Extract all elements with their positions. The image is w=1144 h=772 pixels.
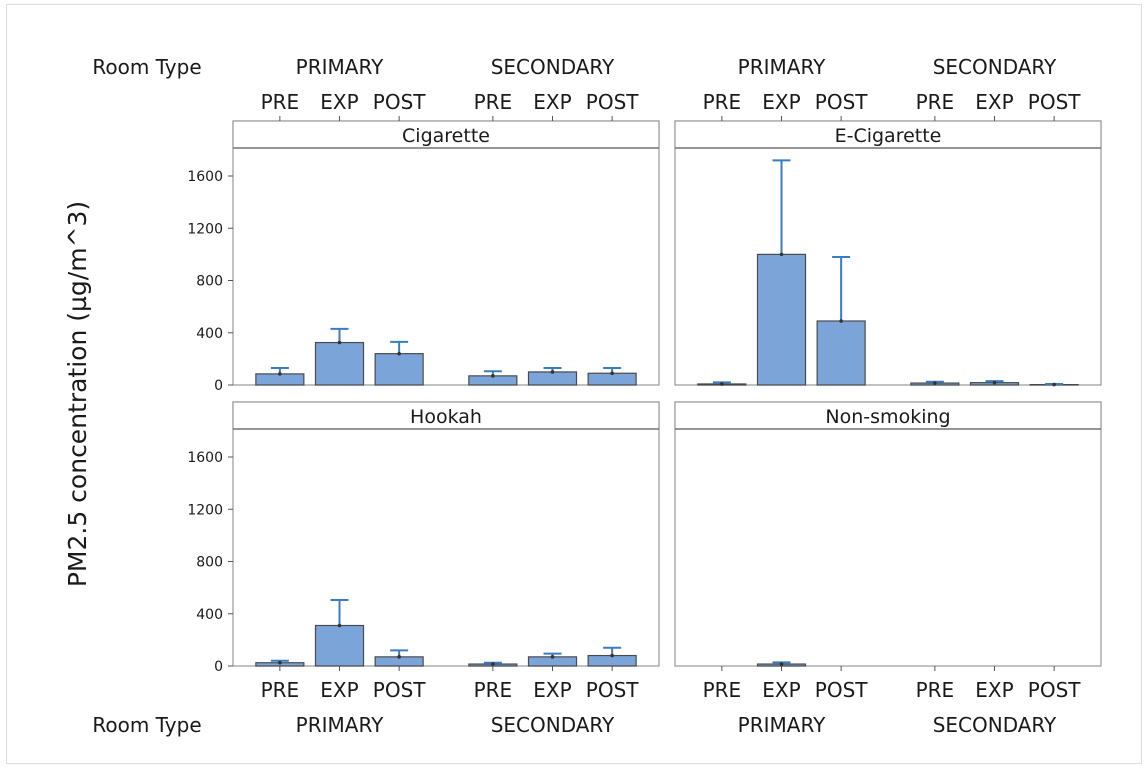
figure-border	[6, 4, 1142, 764]
